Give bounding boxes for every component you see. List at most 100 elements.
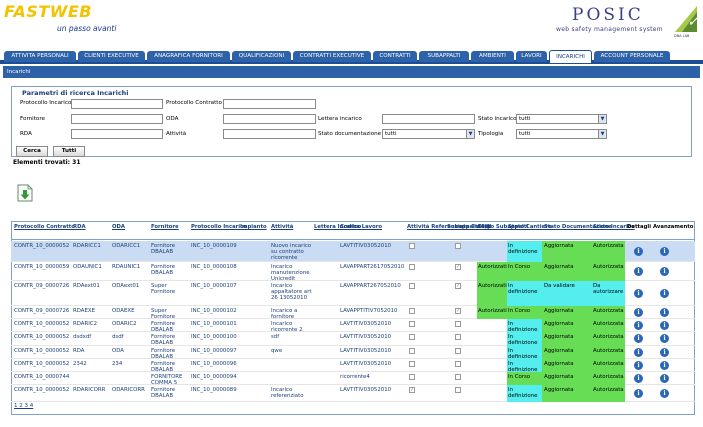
dettagli-info-icon[interactable]: i [634, 334, 643, 343]
cell-protocollo-contratto[interactable]: CONTR_10_0000052 [14, 387, 70, 393]
tab-ambienti[interactable]: AMBIENTI [471, 51, 514, 62]
tab-qualificazioni[interactable]: QUALIFICAZIONI [232, 51, 291, 62]
col-protocollo-incarico[interactable]: Protocollo Incarico [191, 224, 247, 230]
svg-text:✓: ✓ [687, 14, 699, 30]
export-excel-icon[interactable] [17, 184, 33, 202]
table-row[interactable] [11, 281, 695, 306]
avanzamento-info-icon[interactable]: i [660, 389, 669, 398]
cell-stato-cantiere: In Corso [508, 264, 531, 270]
dettagli-info-icon[interactable]: i [634, 247, 643, 256]
cell-protocollo-contratto[interactable]: CONTR_10_0000052 [14, 361, 70, 367]
tab-anagrafica-fornitori[interactable]: ANAGRAFICA FORNITORI [147, 51, 230, 62]
cell-stato-documentazione: Aggiornata [544, 308, 574, 314]
stato-incarico-select[interactable]: tutti ▼ [516, 114, 607, 124]
cell-protocollo-contratto[interactable]: CONTR_10_0000059 [14, 264, 70, 270]
cell-protocollo-contratto[interactable]: CONTR_09_0000726 [14, 283, 70, 289]
cell-protocollo-incarico[interactable]: INC_10_0000109 [191, 243, 237, 249]
col-impianto[interactable]: Impianto [240, 224, 267, 230]
col-attivita-referenziata[interactable]: Attività Referenziata Safety [407, 224, 491, 230]
dba-lab-logo-icon: ✓ [675, 6, 699, 32]
table-row[interactable] [11, 385, 695, 402]
lettera-incarico-input[interactable] [382, 114, 475, 124]
avanzamento-info-icon[interactable]: i [660, 308, 669, 317]
cell-protocollo-incarico[interactable]: INC_10_0000089 [191, 387, 237, 393]
protocollo-contratto-input[interactable] [223, 99, 316, 109]
cell-fornitore: Super Fornitore [151, 283, 176, 295]
col-attivita[interactable]: Attività [271, 224, 294, 230]
col-lettera-incarico[interactable]: Lettera Incarico [314, 224, 362, 230]
cell-protocollo-incarico[interactable]: INC_10_0000096 [191, 361, 237, 367]
cell-protocollo-contratto[interactable]: CONTR_10_0000052 [14, 243, 70, 249]
rda-label: RDA [20, 131, 32, 137]
table-row[interactable] [11, 319, 695, 332]
cell-protocollo-incarico[interactable]: INC_10_0000101 [191, 321, 237, 327]
dettagli-info-icon[interactable]: i [634, 389, 643, 398]
col-oda[interactable]: ODA [112, 224, 125, 230]
rda-input[interactable] [71, 129, 163, 139]
col-protocollo-contratto[interactable]: Protocollo Contratto [14, 224, 75, 230]
tab-account-personale[interactable]: ACCOUNT PERSONALE [594, 51, 670, 62]
cell-protocollo-incarico[interactable]: INC_10_0000097 [191, 348, 237, 354]
tipologia-select[interactable]: tutti ▼ [516, 129, 607, 139]
tab-incarichi[interactable]: INCARICHI [549, 50, 592, 63]
tutti-button[interactable]: Tutti [53, 146, 85, 157]
col-subappalti[interactable]: Subappalti S/N [447, 224, 492, 230]
table-row[interactable] [11, 306, 695, 319]
tab-contratti[interactable]: CONTRATTI [373, 51, 417, 62]
avanzamento-info-icon[interactable]: i [660, 289, 669, 298]
dettagli-info-icon[interactable]: i [634, 348, 643, 357]
cell-protocollo-incarico[interactable]: INC_10_0000108 [191, 264, 237, 270]
dettagli-info-icon[interactable]: i [634, 289, 643, 298]
col-stato-subappalti[interactable]: Stato Subappalti [478, 224, 529, 230]
dettagli-info-icon[interactable]: i [634, 321, 643, 330]
oda-input[interactable] [223, 114, 316, 124]
col-codice-lavoro[interactable]: Codice Lavoro [340, 224, 383, 230]
stato-doc-bg [542, 346, 591, 359]
col-fornitore[interactable]: Fornitore [151, 224, 179, 230]
avanzamento-info-icon[interactable]: i [660, 348, 669, 357]
dettagli-info-icon[interactable]: i [634, 267, 643, 276]
fornitore-input[interactable] [71, 114, 163, 124]
tab-attivita-personali[interactable]: ATTIVITA PERSONALI [4, 51, 76, 62]
avanzamento-info-icon[interactable]: i [660, 374, 669, 383]
avanzamento-info-icon[interactable]: i [660, 334, 669, 343]
avanzamento-info-icon[interactable]: i [660, 361, 669, 370]
cell-protocollo-contratto[interactable]: CONTR_10_0000052 [14, 348, 70, 354]
col-rda[interactable]: RDA [73, 224, 86, 230]
cerca-button[interactable]: Cerca [16, 146, 48, 157]
table-row[interactable] [11, 262, 695, 281]
protocollo-incarico-input[interactable] [71, 99, 163, 109]
cell-protocollo-contratto[interactable]: CONTR_10_0000052 [14, 321, 70, 327]
col-stato-documentazione[interactable]: Stato Documentazione [544, 224, 612, 230]
tab-lavori[interactable]: LAVORI [516, 51, 547, 62]
attivita-input[interactable] [223, 129, 316, 139]
cell-protocollo-contratto[interactable]: CONTR_10_0000744 [14, 374, 70, 380]
cell-protocollo-contratto[interactable]: CONTR_10_0000052 [14, 334, 70, 340]
tab-clienti-executive[interactable]: CLIENTI EXECUTIVE [78, 51, 145, 62]
subappalti-checkbox [455, 374, 461, 380]
cell-codice-lavoro: LAVAPPART267052010 [340, 283, 401, 289]
cell-protocollo-incarico[interactable]: INC_10_0000100 [191, 334, 237, 340]
avanzamento-info-icon[interactable]: i [660, 321, 669, 330]
table-row[interactable] [11, 359, 695, 372]
cell-protocollo-incarico[interactable]: INC_10_0000107 [191, 283, 237, 289]
col-stato-cantiere[interactable]: Stato Cantiere [508, 224, 552, 230]
cell-protocollo-incarico[interactable]: INC_10_0000094 [191, 374, 237, 380]
avanzamento-info-icon[interactable]: i [660, 247, 669, 256]
table-row[interactable] [11, 346, 695, 359]
cell-protocollo-contratto[interactable]: CONTR_09_0000726 [14, 308, 70, 314]
dettagli-info-icon[interactable]: i [634, 374, 643, 383]
dettagli-info-icon[interactable]: i [634, 361, 643, 370]
cell-protocollo-incarico[interactable]: INC_10_0000102 [191, 308, 237, 314]
table-row[interactable] [11, 332, 695, 346]
table-row[interactable] [11, 372, 695, 385]
referenziata-checkbox [409, 243, 415, 249]
tab-contratti-executive[interactable]: CONTRATTI EXECUTIVE [293, 51, 371, 62]
tab-subappalti[interactable]: SUBAPPALTI [419, 51, 469, 62]
pagination[interactable]: 1 2 3 4 [14, 403, 34, 409]
avanzamento-info-icon[interactable]: i [660, 267, 669, 276]
subappalti-checkbox [455, 334, 461, 340]
col-stato-incarico[interactable]: Stato Incarico [593, 224, 635, 230]
dettagli-info-icon[interactable]: i [634, 308, 643, 317]
stato-documentazione-select[interactable]: tutti ▼ [382, 129, 475, 139]
